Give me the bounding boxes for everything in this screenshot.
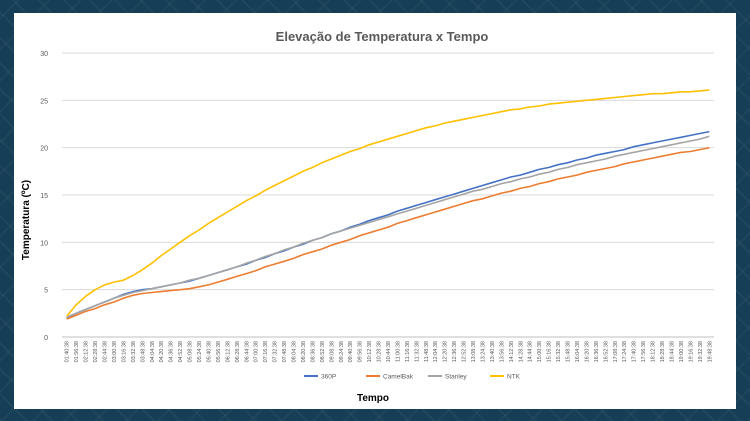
x-tick-label: 12:04:38 xyxy=(433,341,439,362)
series-line-stanley xyxy=(66,135,710,318)
x-tick-label: 15:48:38 xyxy=(566,341,572,362)
x-axis-ticks: 01:40:38 01:56:38 02:12:38 02:28:38 02:44:38… xyxy=(65,341,714,362)
y-tick-label: 10 xyxy=(40,240,48,247)
x-tick-label: 06:28:38 xyxy=(235,341,241,362)
x-tick-label: 03:32:38 xyxy=(131,341,137,362)
x-tick-label: 19:16:38 xyxy=(688,341,694,362)
x-tick-label: 19:32:38 xyxy=(698,341,704,362)
x-tick-label: 02:28:38 xyxy=(93,341,99,362)
x-tick-label: 11:48:38 xyxy=(424,341,430,362)
x-tick-label: 08:20:38 xyxy=(301,341,307,362)
legend-label: 360P xyxy=(321,374,336,381)
x-tick-label: 10:44:38 xyxy=(386,341,392,362)
x-tick-label: 03:00:38 xyxy=(112,341,118,362)
line-chart: Elevação de Temperatura x Tempo 0 5 10 15 20… xyxy=(21,29,714,404)
x-tick-label: 07:16:38 xyxy=(263,341,269,362)
x-tick-label: 06:44:38 xyxy=(244,341,250,362)
x-tick-label: 14:44:38 xyxy=(528,341,534,362)
x-tick-label: 17:08:38 xyxy=(613,341,619,362)
x-tick-label: 12:20:38 xyxy=(443,341,449,362)
x-tick-label: 19:48:38 xyxy=(707,341,713,362)
x-tick-label: 16:04:38 xyxy=(575,341,581,362)
legend: 360P CamelBak Stanley NTK xyxy=(304,374,521,381)
chart-card: Elevação de Temperatura x Tempo 0 5 10 15 20… xyxy=(14,13,736,409)
x-tick-label: 18:44:38 xyxy=(669,341,675,362)
x-tick-label: 08:52:38 xyxy=(320,341,326,362)
x-tick-label: 13:40:38 xyxy=(490,341,496,362)
series-line-ntk xyxy=(66,89,710,317)
x-axis-label: Tempo xyxy=(357,393,389,404)
y-axis-ticks: 0 5 10 15 20 25 30 xyxy=(40,51,48,342)
x-tick-label: 16:20:38 xyxy=(584,341,590,362)
y-tick-label: 30 xyxy=(40,51,48,58)
x-tick-label: 16:36:38 xyxy=(594,341,600,362)
x-tick-label: 17:40:38 xyxy=(632,341,638,362)
series-line-camelbak xyxy=(66,146,710,320)
x-tick-label: 13:24:38 xyxy=(480,341,486,362)
x-tick-label: 05:24:38 xyxy=(197,341,203,362)
x-tick-label: 06:12:38 xyxy=(225,341,231,362)
x-tick-label: 11:00:38 xyxy=(395,341,401,362)
x-tick-label: 10:28:38 xyxy=(377,341,383,362)
x-tick-label: 11:32:38 xyxy=(414,341,420,362)
x-tick-label: 12:36:38 xyxy=(452,341,458,362)
x-tick-label: 03:48:38 xyxy=(140,341,146,362)
x-tick-label: 04:20:38 xyxy=(159,341,165,362)
chart-title: Elevação de Temperatura x Tempo xyxy=(276,29,489,44)
y-tick-label: 25 xyxy=(40,98,48,105)
x-tick-label: 04:04:38 xyxy=(150,341,156,362)
x-tick-label: 15:00:38 xyxy=(537,341,543,362)
x-tick-label: 10:12:38 xyxy=(367,341,373,362)
x-tick-label: 08:36:38 xyxy=(310,341,316,362)
x-tick-label: 12:52:38 xyxy=(462,341,468,362)
x-tick-label: 05:56:38 xyxy=(216,341,222,362)
x-tick-label: 15:32:38 xyxy=(556,341,562,362)
x-tick-label: 01:40:38 xyxy=(65,341,71,362)
x-tick-label: 17:56:38 xyxy=(641,341,647,362)
x-tick-label: 07:48:38 xyxy=(282,341,288,362)
legend-label: CamelBak xyxy=(383,374,414,381)
x-tick-label: 09:56:38 xyxy=(358,341,364,362)
x-tick-label: 09:08:38 xyxy=(329,341,335,362)
x-tick-label: 09:40:38 xyxy=(348,341,354,362)
legend-label: NTK xyxy=(507,374,521,381)
x-tick-label: 11:16:38 xyxy=(405,341,411,362)
x-tick-label: 09:24:38 xyxy=(339,341,345,362)
x-tick-label: 16:52:38 xyxy=(603,341,609,362)
x-tick-label: 05:40:38 xyxy=(206,341,212,362)
y-tick-label: 0 xyxy=(44,335,48,342)
x-tick-label: 07:32:38 xyxy=(273,341,279,362)
x-tick-label: 13:08:38 xyxy=(471,341,477,362)
x-tick-label: 14:12:38 xyxy=(509,341,515,362)
x-tick-label: 15:16:38 xyxy=(547,341,553,362)
series-lines xyxy=(66,89,710,320)
x-tick-label: 03:16:38 xyxy=(121,341,127,362)
x-tick-label: 19:00:38 xyxy=(679,341,685,362)
legend-label: Stanley xyxy=(445,374,467,381)
x-tick-label: 02:44:38 xyxy=(103,341,109,362)
x-tick-label: 07:00:38 xyxy=(254,341,260,362)
x-tick-label: 04:36:38 xyxy=(169,341,175,362)
x-tick-label: 17:24:38 xyxy=(622,341,628,362)
x-tick-label: 13:56:38 xyxy=(499,341,505,362)
x-tick-label: 18:12:38 xyxy=(651,341,657,362)
x-tick-label: 14:28:38 xyxy=(518,341,524,362)
y-tick-label: 20 xyxy=(40,146,48,153)
x-tick-label: 08:04:38 xyxy=(292,341,298,362)
x-tick-label: 18:28:38 xyxy=(660,341,666,362)
x-tick-label: 02:12:38 xyxy=(84,341,90,362)
x-tick-label: 04:52:38 xyxy=(178,341,184,362)
y-axis-label: Temperatura (ºC) xyxy=(21,180,32,260)
x-tick-label: 01:56:38 xyxy=(74,341,80,362)
x-tick-label: 05:08:38 xyxy=(188,341,194,362)
y-tick-label: 5 xyxy=(44,288,48,295)
gridlines xyxy=(62,52,714,338)
y-tick-label: 15 xyxy=(40,193,48,200)
